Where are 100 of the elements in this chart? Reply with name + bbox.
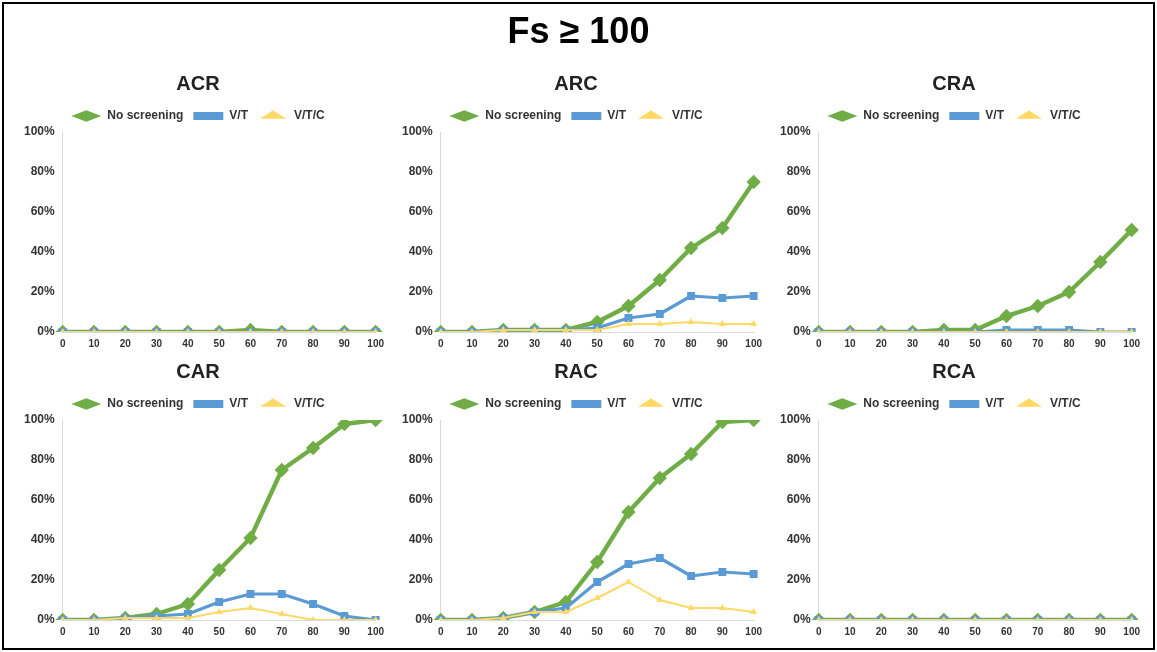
- x-tick-label: 40: [938, 625, 950, 637]
- y-tick-label: 100%: [401, 412, 434, 427]
- point: [1093, 254, 1108, 270]
- x-tick-label: 90: [716, 625, 729, 637]
- y-tick-label: 100%: [23, 124, 56, 139]
- point: [562, 608, 570, 614]
- x-tick-label: 0: [815, 625, 822, 637]
- x-tick-label: 0: [437, 337, 444, 349]
- point: [656, 320, 664, 326]
- y-tick-label: 40%: [408, 532, 434, 547]
- x-tick-label: 70: [276, 625, 288, 637]
- point: [309, 600, 318, 608]
- x-tick-label: 0: [437, 625, 444, 637]
- chart-title: RAC: [554, 359, 598, 382]
- legend-label: V/T: [985, 108, 1005, 123]
- x-tick-label: 10: [844, 337, 856, 349]
- point: [277, 590, 286, 598]
- x-tick-label: 40: [938, 337, 950, 349]
- y-tick-label: 100%: [779, 412, 812, 427]
- legend-label: V/T: [229, 396, 249, 411]
- y-tick-label: 40%: [786, 244, 812, 259]
- point: [180, 596, 196, 612]
- legend-label: V/T/C: [672, 396, 704, 411]
- x-tick-label: 40: [560, 625, 572, 637]
- point: [718, 568, 727, 576]
- point: [652, 470, 667, 486]
- point: [243, 530, 258, 546]
- y-tick-label: 0%: [415, 612, 434, 627]
- x-tick-label: 0: [59, 337, 66, 349]
- legend-label: V/T: [985, 396, 1005, 411]
- y-tick-label: 60%: [786, 204, 812, 219]
- point: [593, 578, 602, 586]
- x-tick-label: 90: [338, 625, 351, 637]
- x-tick-label: 50: [591, 337, 604, 349]
- legend-label: No screening: [863, 396, 940, 411]
- y-tick-label: 0%: [415, 324, 434, 339]
- legend-label: No screening: [863, 108, 940, 123]
- y-tick-label: 0%: [793, 324, 812, 339]
- y-tick-label: 60%: [30, 492, 56, 507]
- x-tick-label: 30: [151, 625, 163, 637]
- legend-label: No screening: [485, 108, 562, 123]
- point: [718, 320, 726, 326]
- y-tick-label: 0%: [37, 324, 56, 339]
- x-tick-label: 20: [875, 625, 888, 637]
- point: [750, 608, 758, 614]
- y-tick-label: 0%: [793, 612, 812, 627]
- legend-label: V/T/C: [1050, 108, 1082, 123]
- legend-label: V/T/C: [294, 108, 326, 123]
- legend-label: V/T/C: [672, 108, 704, 123]
- point: [1061, 284, 1077, 300]
- x-tick-label: 70: [1032, 337, 1044, 349]
- x-tick-label: 40: [560, 337, 572, 349]
- chart-title: ARC: [554, 71, 598, 94]
- point: [247, 604, 254, 610]
- y-tick-label: 80%: [786, 164, 812, 179]
- point: [274, 462, 289, 478]
- y-tick-label: 20%: [786, 284, 812, 299]
- point: [652, 272, 667, 288]
- legend-label: No screening: [107, 108, 184, 123]
- x-tick-label: 30: [151, 337, 163, 349]
- legend-label: V/T/C: [1050, 396, 1082, 411]
- x-tick-label: 80: [685, 625, 698, 637]
- x-tick-label: 10: [466, 337, 478, 349]
- x-tick-label: 70: [1032, 625, 1044, 637]
- y-tick-label: 40%: [30, 244, 56, 259]
- chart-title: ACR: [176, 71, 221, 94]
- point: [746, 174, 761, 190]
- legend-label: V/T: [607, 108, 627, 123]
- point: [687, 572, 696, 580]
- point: [1124, 222, 1139, 238]
- x-tick-label: 30: [907, 337, 919, 349]
- point: [625, 320, 632, 326]
- x-tick-label: 50: [969, 337, 982, 349]
- point: [656, 596, 664, 602]
- x-tick-label: 100: [745, 337, 763, 349]
- y-tick-label: 100%: [779, 124, 812, 139]
- point: [750, 320, 758, 326]
- x-tick-label: 60: [244, 337, 257, 349]
- x-tick-label: 70: [654, 625, 666, 637]
- x-tick-label: 20: [119, 337, 132, 349]
- x-tick-label: 30: [907, 625, 919, 637]
- x-tick-label: 50: [213, 337, 226, 349]
- point: [625, 578, 632, 584]
- x-tick-label: 100: [367, 625, 385, 637]
- y-tick-label: 40%: [786, 532, 812, 547]
- point: [589, 554, 605, 570]
- legend-label: V/T: [229, 108, 249, 123]
- x-tick-label: 80: [307, 625, 320, 637]
- x-tick-label: 20: [119, 625, 132, 637]
- point: [621, 504, 636, 520]
- point: [305, 440, 321, 456]
- x-tick-label: 30: [529, 625, 541, 637]
- x-tick-label: 0: [59, 625, 66, 637]
- point: [687, 318, 695, 324]
- point: [683, 240, 699, 256]
- x-tick-label: 40: [182, 337, 194, 349]
- point: [718, 294, 727, 302]
- point: [655, 310, 664, 318]
- x-tick-label: 90: [1094, 625, 1107, 637]
- x-tick-label: 70: [276, 337, 288, 349]
